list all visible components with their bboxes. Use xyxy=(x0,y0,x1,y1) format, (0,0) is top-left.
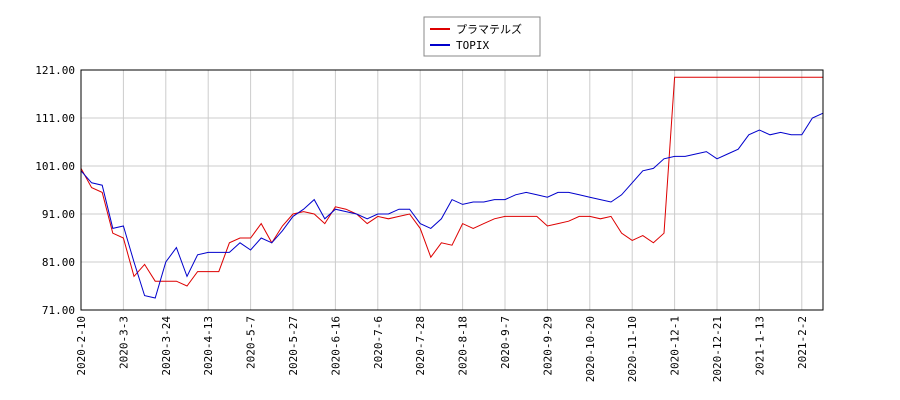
legend-label: TOPIX xyxy=(456,39,489,52)
x-tick-label: 2020-3-3 xyxy=(117,316,130,369)
legend xyxy=(423,16,541,57)
x-tick-label: 2020-10-20 xyxy=(584,316,597,382)
line-series xyxy=(80,112,824,299)
x-tick-label: 2020-4-13 xyxy=(202,316,215,376)
y-tick-label: 111.00 xyxy=(35,112,75,125)
x-tick-label: 2020-9-29 xyxy=(541,316,554,376)
y-tick-label: 121.00 xyxy=(35,64,75,77)
x-tick-label: 2020-9-7 xyxy=(499,316,512,369)
y-tick-label: 71.00 xyxy=(42,304,75,317)
x-tick-label: 2020-2-10 xyxy=(75,316,88,376)
y-tick-label: 91.00 xyxy=(42,208,75,221)
x-tick-label: 2020-11-10 xyxy=(626,316,639,382)
x-tick-label: 2021-1-13 xyxy=(753,316,766,376)
x-tick-label: 2020-12-21 xyxy=(711,316,724,382)
x-tick-label: 2020-3-24 xyxy=(160,316,173,376)
x-tick-label: 2020-7-6 xyxy=(372,316,385,369)
x-tick-label: 2020-12-1 xyxy=(669,316,682,376)
y-tick-label: 101.00 xyxy=(35,160,75,173)
x-tick-label: 2020-5-7 xyxy=(245,316,258,369)
x-tick-label: 2020-5-27 xyxy=(287,316,300,376)
x-tick-label: 2020-8-18 xyxy=(457,316,470,376)
x-tick-label: 2020-7-28 xyxy=(414,316,427,376)
legend-label: プラマテルズ xyxy=(456,22,522,36)
plot-area xyxy=(80,69,824,311)
x-tick-label: 2021-2-2 xyxy=(796,316,809,369)
x-tick-label: 2020-6-16 xyxy=(329,316,342,376)
legend-box xyxy=(423,16,541,57)
plot-border xyxy=(80,69,824,311)
line-series xyxy=(80,76,823,287)
y-tick-label: 81.00 xyxy=(42,256,75,269)
